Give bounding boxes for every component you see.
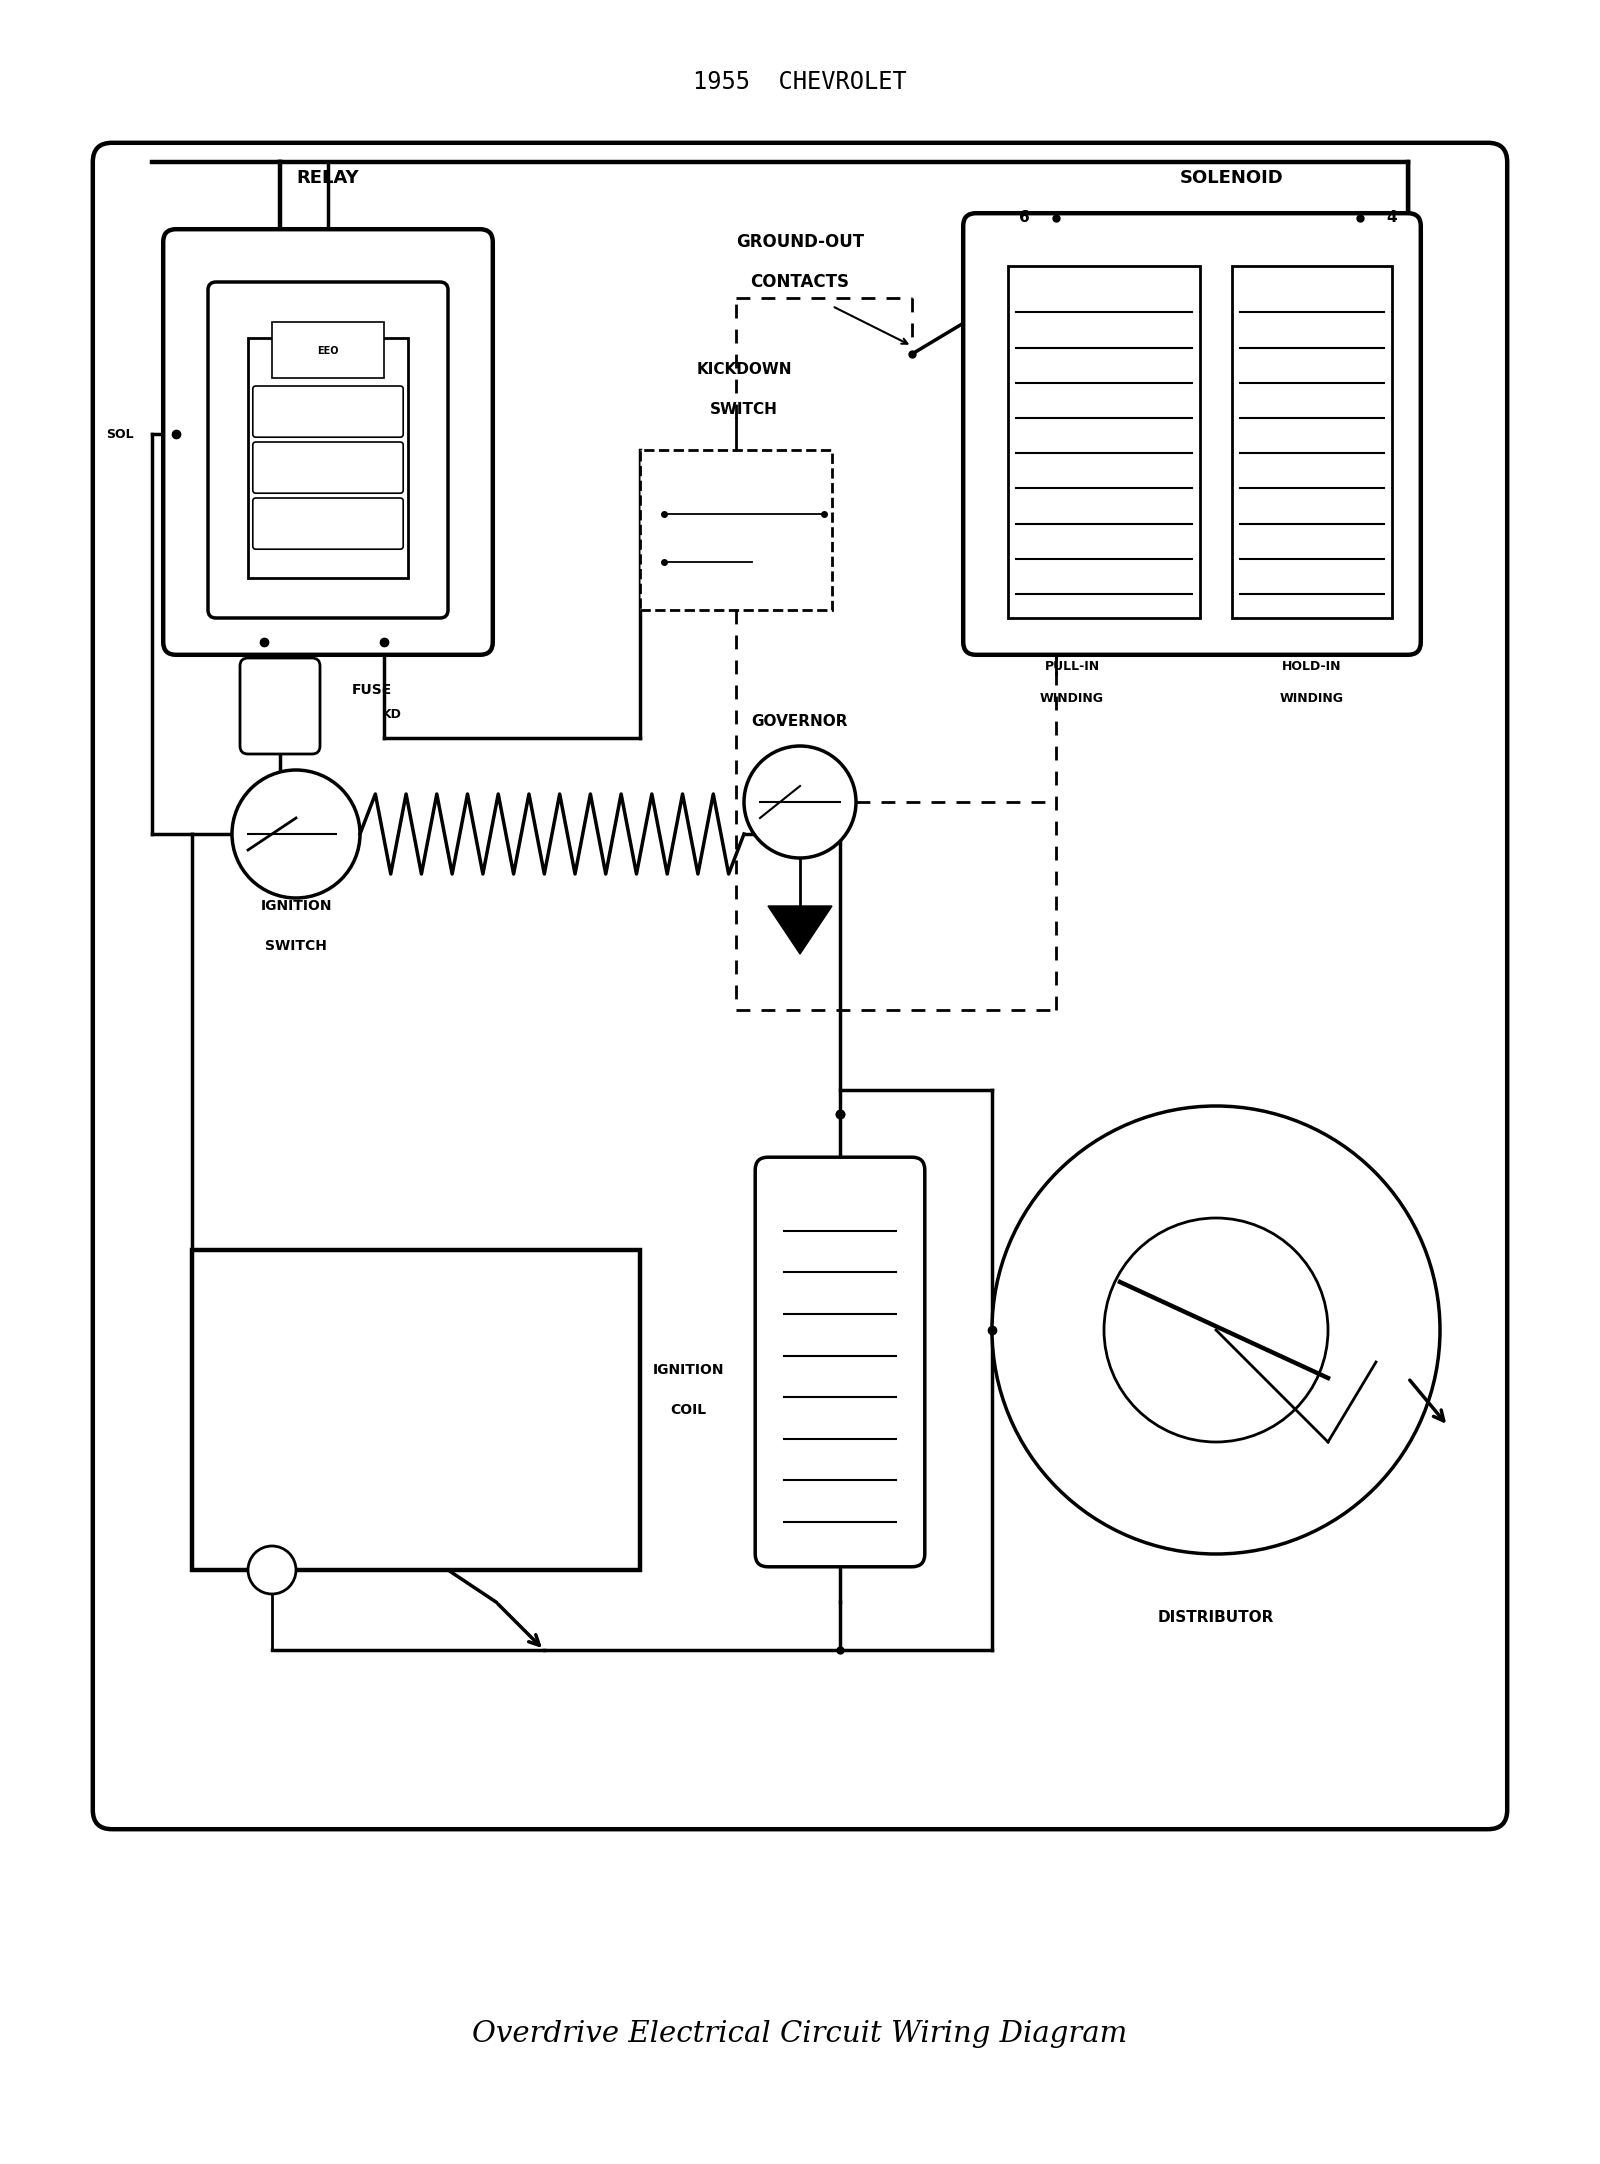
Text: GOVERNOR: GOVERNOR: [752, 714, 848, 729]
Text: 4: 4: [1387, 210, 1397, 225]
Circle shape: [1104, 1218, 1328, 1441]
Bar: [1008, 266, 1200, 619]
Text: 1955  CHEVROLET: 1955 CHEVROLET: [693, 69, 907, 93]
Text: WINDING: WINDING: [1280, 692, 1344, 705]
FancyBboxPatch shape: [253, 385, 403, 437]
Bar: [192, 1251, 640, 1571]
Text: SWITCH: SWITCH: [710, 403, 778, 418]
Text: GROUND-OUT: GROUND-OUT: [736, 234, 864, 251]
FancyBboxPatch shape: [163, 229, 493, 656]
Circle shape: [992, 1106, 1440, 1554]
Text: WINDING: WINDING: [1040, 692, 1104, 705]
Text: 6: 6: [1019, 210, 1029, 225]
Text: HOLD-IN: HOLD-IN: [1282, 660, 1342, 673]
FancyBboxPatch shape: [963, 214, 1421, 656]
Text: KD: KD: [382, 708, 402, 721]
Text: KICKDOWN: KICKDOWN: [696, 364, 792, 377]
Text: DISTRIBUTOR: DISTRIBUTOR: [1158, 1610, 1274, 1625]
Bar: [272, 322, 384, 379]
FancyBboxPatch shape: [253, 441, 403, 493]
Text: SWITCH: SWITCH: [766, 755, 834, 770]
Text: BATTERY: BATTERY: [368, 1361, 464, 1378]
FancyBboxPatch shape: [755, 1158, 925, 1567]
Text: COIL: COIL: [670, 1402, 706, 1417]
Text: SOLENOID: SOLENOID: [1181, 169, 1283, 186]
Bar: [248, 338, 408, 578]
Polygon shape: [768, 907, 832, 954]
Text: FUSE: FUSE: [352, 684, 392, 697]
FancyBboxPatch shape: [208, 281, 448, 619]
Text: CONTACTS: CONTACTS: [750, 273, 850, 290]
Bar: [1232, 266, 1392, 619]
Text: SWITCH: SWITCH: [266, 939, 326, 952]
Text: EEO: EEO: [317, 346, 339, 355]
FancyBboxPatch shape: [640, 450, 832, 610]
Circle shape: [248, 1545, 296, 1595]
Text: RELAY: RELAY: [296, 169, 360, 186]
Text: BAT: BAT: [251, 708, 277, 721]
Text: PULL-IN: PULL-IN: [1045, 660, 1099, 673]
Text: Overdrive Electrical Circuit Wiring Diagram: Overdrive Electrical Circuit Wiring Diag…: [472, 2019, 1128, 2047]
Circle shape: [232, 770, 360, 898]
FancyBboxPatch shape: [240, 658, 320, 753]
Circle shape: [744, 747, 856, 857]
FancyBboxPatch shape: [253, 498, 403, 550]
Text: IGNITION: IGNITION: [653, 1363, 723, 1376]
Text: SOL: SOL: [106, 428, 134, 441]
Text: IGNITION: IGNITION: [261, 898, 331, 913]
